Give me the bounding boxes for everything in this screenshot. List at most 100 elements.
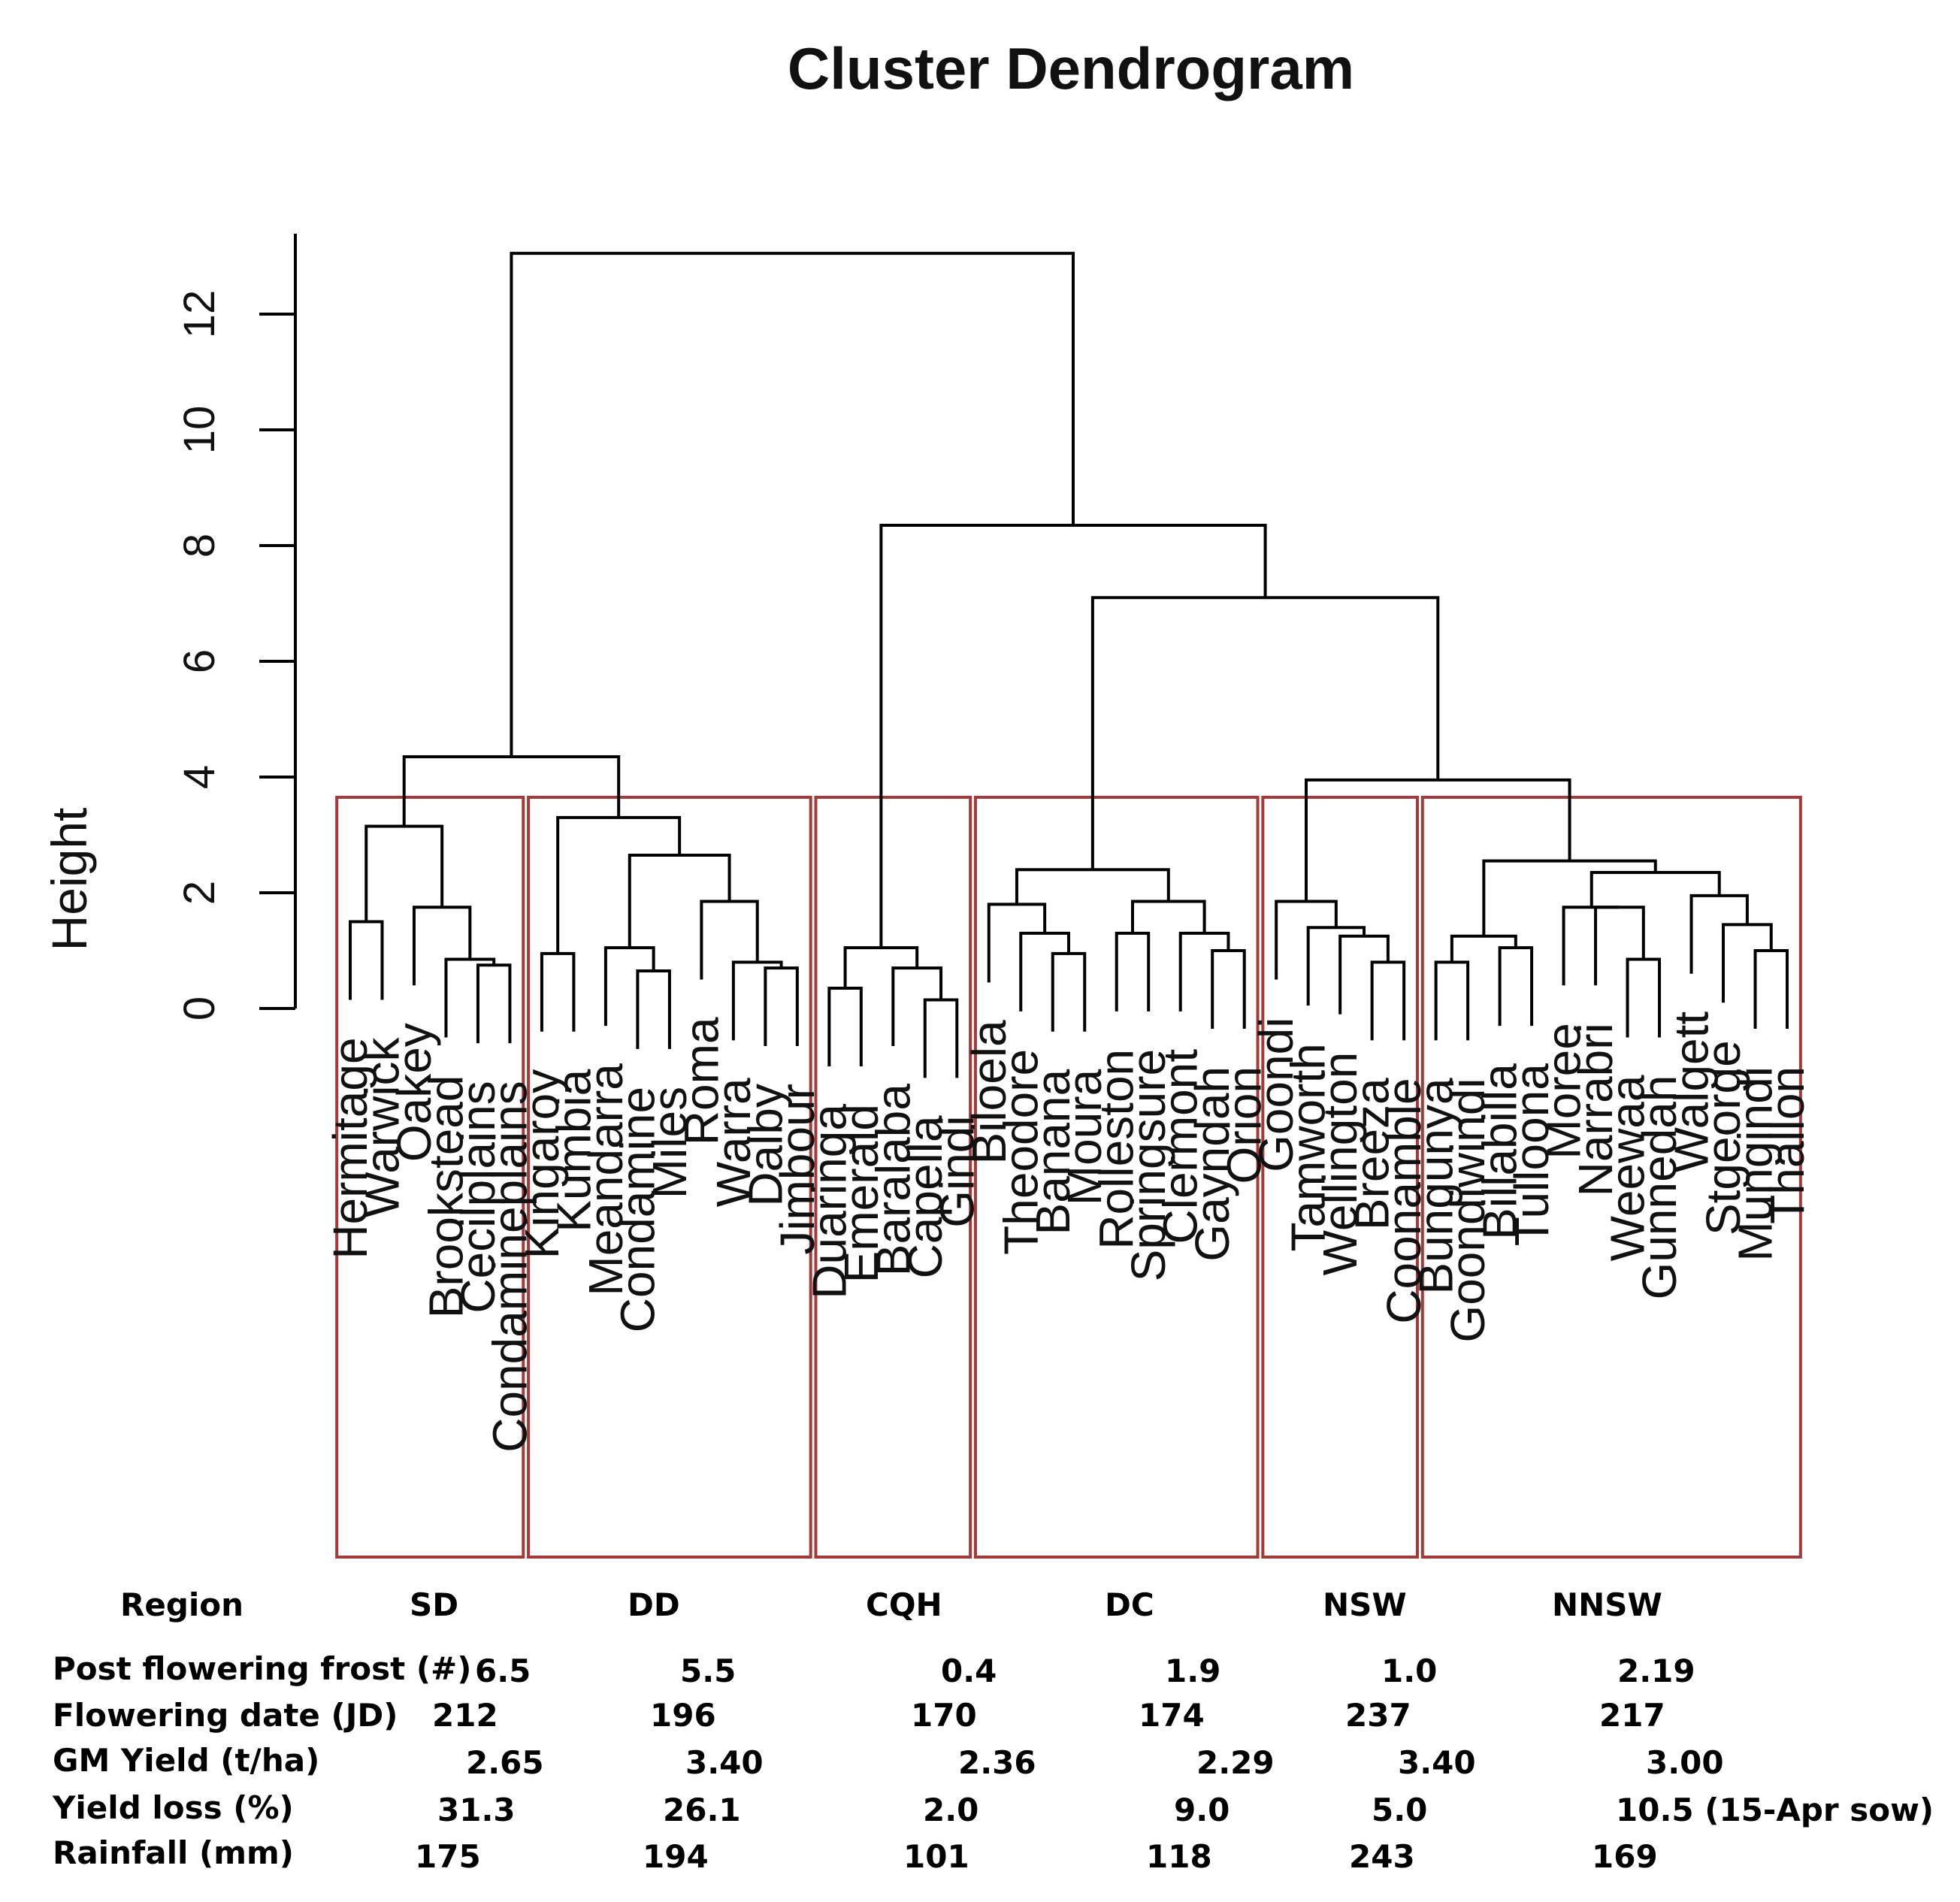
merge-DC [1015, 868, 1170, 905]
flowering-date-sd: 212 [432, 1697, 498, 1734]
cluster-box-dd [527, 795, 812, 1559]
leaf-label-walgett: Walgett [1665, 1011, 1719, 1173]
leaf-label-dalby: Dalby [738, 1084, 792, 1207]
leaf-label-orion: Orion [1217, 1066, 1272, 1184]
leaf-label-clermont: Clermont [1154, 1049, 1208, 1244]
merge-a3 [412, 906, 472, 986]
y-axis-label: Height [41, 808, 97, 951]
merge-f4 [1626, 957, 1662, 1038]
leaf-label-goondi: Goondi [1249, 1018, 1303, 1172]
row-label-gm-yield: GM Yield (t/ha) [53, 1742, 319, 1779]
leaf-label-brookstead: Brookstead [419, 1075, 473, 1319]
merge-ROOT [510, 252, 1075, 757]
merge-f9 [1689, 894, 1749, 974]
region-cqh: CQH [866, 1586, 942, 1623]
frost-dc: 1.9 [1165, 1653, 1220, 1689]
leaf-label-moree: Moree [1537, 1023, 1591, 1159]
merge-d6 [1115, 931, 1151, 1011]
leaf-label-duaringa: Duaringa [802, 1104, 856, 1299]
row-label-yield-loss: Yield loss (%) [52, 1789, 294, 1826]
rainfall-sd: 175 [415, 1838, 481, 1875]
leaf-label-moura: Moura [1057, 1069, 1112, 1205]
leaf-label-banana: Banana [1026, 1069, 1080, 1235]
row-label-frost: Post flowering frost (#) [53, 1650, 471, 1687]
cluster-box-cqh [814, 795, 972, 1559]
merge-b4 [764, 966, 799, 1047]
y-tick-label-12: 12 [175, 290, 224, 339]
rainfall-nsw: 243 [1349, 1838, 1415, 1875]
leaf-label-wellington: Wellington [1313, 1052, 1367, 1276]
leaf-label-gindi: Gindi [930, 1115, 984, 1227]
frost-nsw: 1.0 [1381, 1653, 1437, 1689]
merge-e1 [1370, 960, 1406, 1041]
leaf-label-narrabri: Narrabri [1568, 1023, 1623, 1196]
merge-c2 [891, 966, 943, 1047]
region-sd: SD [410, 1586, 458, 1623]
leaf-label-oakey: Oakey [387, 1023, 441, 1162]
rainfall-cqh: 101 [903, 1838, 969, 1875]
leaf-label-capella: Capella [898, 1115, 952, 1278]
gm-yield-sd: 2.65 [466, 1744, 544, 1781]
merge-a4 [349, 920, 384, 1000]
merge-f6 [1562, 906, 1620, 986]
merge-d2 [1019, 931, 1070, 1011]
leaf-label-thallon: Thallon [1760, 1066, 1814, 1224]
yield-loss-dc: 9.0 [1174, 1792, 1230, 1828]
rainfall-nnsw: 169 [1592, 1838, 1658, 1875]
gm-yield-nnsw: 3.00 [1646, 1744, 1724, 1781]
cluster-box-nnsw [1420, 795, 1802, 1559]
leaf-label-billabilla: Billabilla [1473, 1063, 1527, 1240]
leaf-label-tamworth: Tamworth [1281, 1043, 1335, 1251]
rainfall-dd: 194 [643, 1838, 709, 1875]
region-dd: DD [628, 1586, 680, 1623]
row-label-flowering-date: Flowering date (JD) [53, 1697, 398, 1734]
leaf-label-theodore: Theodore [994, 1049, 1048, 1255]
leaf-label-coonamble: Coonamble [1377, 1078, 1431, 1323]
leaf-label-kumbia: Kumbia [546, 1069, 600, 1232]
merge-CQH_REST [879, 524, 1267, 948]
leaf-label-weewaa: Weewaa [1601, 1075, 1655, 1261]
frost-nnsw: 2.19 [1617, 1653, 1695, 1689]
merge-b6 [700, 900, 759, 980]
flowering-date-cqh: 170 [911, 1697, 977, 1734]
leaf-label-bungunya: Bungunya [1409, 1078, 1463, 1295]
merge-c1 [923, 998, 959, 1078]
y-tick-label-4: 4 [175, 765, 224, 789]
rainfall-dc: 118 [1146, 1838, 1212, 1875]
merge-d1 [1051, 951, 1087, 1032]
merge-DD [556, 815, 682, 954]
leaf-label-miles: Miles [643, 1087, 697, 1199]
cluster-box-dc [973, 795, 1260, 1559]
leaf-label-kingaroy: Kingaroy [515, 1069, 569, 1259]
chart-title: Cluster Dendrogram [788, 35, 1354, 101]
merge-d7 [1130, 900, 1206, 933]
gm-yield-dd: 3.40 [685, 1744, 764, 1781]
region-dc: DC [1105, 1586, 1154, 1623]
merge-a1 [476, 963, 512, 1044]
leaf-label-baralaba: Baralaba [866, 1084, 920, 1277]
y-tick-label-2: 2 [175, 881, 224, 905]
leaf-label-roma: Roma [674, 1017, 728, 1145]
frost-dd: 5.5 [680, 1653, 736, 1689]
flowering-date-dc: 174 [1139, 1697, 1205, 1734]
cluster-box-nsw [1261, 795, 1419, 1559]
merge-f2 [1498, 946, 1534, 1027]
cluster-box-sd [335, 795, 525, 1559]
y-axis: 0 2 4 6 8 10 12 [175, 234, 297, 1021]
y-tick-label-0: 0 [175, 996, 224, 1021]
cluster-boxes [335, 795, 1802, 1559]
y-tick-label-10: 10 [175, 406, 224, 455]
gm-yield-cqh: 2.36 [958, 1744, 1036, 1781]
leaf-labels: HermitageWarwickOakeyBrooksteadCecilplai… [323, 1011, 1814, 1453]
leaf-label-gayndah: Gayndah [1185, 1066, 1239, 1262]
dendrogram-tree [349, 252, 1789, 1078]
leaf-label-tulloona: Tulloona [1505, 1063, 1559, 1247]
leaf-label-cecilplains: Cecilplains [451, 1081, 505, 1313]
gm-yield-dc: 2.29 [1196, 1744, 1275, 1781]
frost-sd: 6.5 [475, 1653, 531, 1689]
flowering-date-nsw: 237 [1345, 1697, 1411, 1734]
leaf-label-condamine: Condamine [610, 1087, 664, 1332]
leaf-label-rolleston: Rolleston [1090, 1049, 1144, 1250]
leaf-label-jimbour: Jimbour [770, 1084, 824, 1255]
